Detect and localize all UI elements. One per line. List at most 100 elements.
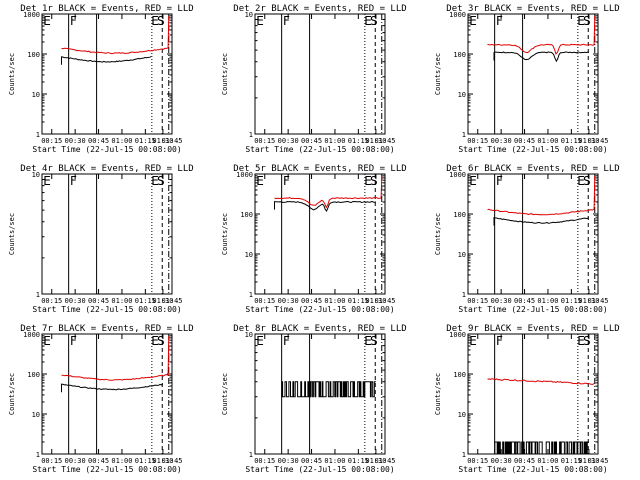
event-marker-f: F xyxy=(496,174,503,188)
x-tick-label: 00:30 xyxy=(278,297,299,305)
x-tick-label: 01:15 xyxy=(135,137,156,145)
y-tick-label: 1 xyxy=(36,451,40,459)
x-tick-label: 01:45 xyxy=(374,457,395,465)
event-marker-e: E xyxy=(151,14,159,28)
panel-title: Det 3r BLACK = Events, RED = LLD xyxy=(446,4,619,14)
panel-title: Det 4r BLACK = Events, RED = LLD xyxy=(20,164,193,174)
y-tick-label: 1000 xyxy=(23,11,40,19)
y-tick-label: 100 xyxy=(453,51,466,59)
x-tick-label: 00:45 xyxy=(88,297,109,305)
x-tick-label: 00:45 xyxy=(514,137,535,145)
event-marker-e: E xyxy=(43,14,51,28)
x-tick-label: 00:30 xyxy=(278,457,299,465)
detector-panel-4: Det 4r BLACK = Events, RED = LLD 1 10 00:15… xyxy=(8,164,194,314)
y-tick-label: 1000 xyxy=(449,11,466,19)
event-marker-f: F xyxy=(496,334,503,348)
x-tick-label: 01:30 xyxy=(152,137,173,145)
event-marker-f: F xyxy=(70,174,77,188)
event-marker-e: E xyxy=(577,334,585,348)
panel-title: Det 7r BLACK = Events, RED = LLD xyxy=(20,324,193,334)
event-marker-e: E xyxy=(364,334,372,348)
events-series-line xyxy=(493,51,590,63)
detector-panel-6: Det 6r BLACK = Events, RED = LLD 1 10 100 10… xyxy=(434,164,620,314)
y-tick-label: 10 xyxy=(458,91,466,99)
x-tick-label: 01:30 xyxy=(578,297,599,305)
panel-title: Det 6r BLACK = Events, RED = LLD xyxy=(446,164,619,174)
x-tick-label: 00:45 xyxy=(514,457,535,465)
x-tick-label: 00:45 xyxy=(514,297,535,305)
event-marker-f: F xyxy=(283,174,290,188)
lld-series-line xyxy=(61,15,170,55)
x-axis-label: Start Time (22-Jul-15 00:08:00) xyxy=(245,465,394,474)
event-marker-e: E xyxy=(469,14,477,28)
x-tick-label: 01:30 xyxy=(578,457,599,465)
y-tick-label: 1 xyxy=(249,291,253,299)
y-tick-label: 10 xyxy=(32,91,40,99)
event-marker-s: S xyxy=(370,334,378,348)
detector-panel-2: Det 2r BLACK = Events, RED = LLD 1 10 00:15… xyxy=(221,4,407,154)
event-marker-s: S xyxy=(370,14,378,28)
detector-panel-3: Det 3r BLACK = Events, RED = LLD 1 10 100 10… xyxy=(434,4,620,154)
detector-panel-8: Det 8r BLACK = Events, RED = LLD 1 10 00:15… xyxy=(221,324,407,474)
x-tick-label: 01:30 xyxy=(365,457,386,465)
x-tick-label: 01:00 xyxy=(537,457,558,465)
panel-title: Det 9r BLACK = Events, RED = LLD xyxy=(446,324,619,334)
x-tick-label: 01:30 xyxy=(365,297,386,305)
x-tick-label: 01:45 xyxy=(161,297,182,305)
event-marker-e: E xyxy=(577,14,585,28)
y-tick-label: 1 xyxy=(462,131,466,139)
y-tick-label: 1000 xyxy=(449,331,466,339)
x-tick-label: 01:00 xyxy=(111,297,132,305)
y-tick-label: 100 xyxy=(27,51,40,59)
x-tick-label: 00:15 xyxy=(254,137,275,145)
y-axis-label: Counts/sec xyxy=(8,213,16,255)
x-tick-label: 00:15 xyxy=(254,457,275,465)
y-tick-label: 1 xyxy=(249,451,253,459)
y-axis-label: Counts/sec xyxy=(221,213,229,255)
y-axis-label: Counts/sec xyxy=(434,373,442,415)
events-series-line xyxy=(61,56,152,65)
y-tick-label: 10 xyxy=(458,251,466,259)
x-tick-label: 01:45 xyxy=(161,457,182,465)
events-series-line xyxy=(493,216,590,226)
x-tick-label: 01:00 xyxy=(537,137,558,145)
y-tick-label: 100 xyxy=(27,371,40,379)
x-tick-label: 00:15 xyxy=(467,457,488,465)
y-tick-label: 10 xyxy=(458,411,466,419)
x-tick-label: 01:00 xyxy=(111,137,132,145)
x-tick-label: 01:15 xyxy=(561,297,582,305)
event-marker-e: E xyxy=(469,334,477,348)
panel-title: Det 8r BLACK = Events, RED = LLD xyxy=(233,324,406,334)
x-tick-label: 00:30 xyxy=(65,297,86,305)
event-marker-f: F xyxy=(70,14,77,28)
panel-title: Det 2r BLACK = Events, RED = LLD xyxy=(233,4,406,14)
y-tick-label: 10 xyxy=(245,251,253,259)
detector-panel-9: Det 9r BLACK = Events, RED = LLD 1 10 100 10… xyxy=(434,324,620,474)
event-marker-e: E xyxy=(469,174,477,188)
y-tick-label: 1 xyxy=(462,451,466,459)
lld-series-line xyxy=(487,175,596,216)
y-tick-label: 1000 xyxy=(23,331,40,339)
x-tick-label: 01:00 xyxy=(324,457,345,465)
x-tick-label: 01:00 xyxy=(111,457,132,465)
event-marker-e: E xyxy=(256,334,264,348)
y-tick-label: 10 xyxy=(32,411,40,419)
event-marker-e: E xyxy=(151,174,159,188)
x-tick-label: 00:15 xyxy=(41,297,62,305)
x-tick-label: 01:15 xyxy=(348,457,369,465)
panel-title: Det 1r BLACK = Events, RED = LLD xyxy=(20,4,193,14)
event-marker-s: S xyxy=(583,14,591,28)
event-marker-e: E xyxy=(256,174,264,188)
y-tick-label: 1000 xyxy=(236,171,253,179)
y-axis-label: Counts/sec xyxy=(8,53,16,95)
event-marker-e: E xyxy=(43,334,51,348)
x-tick-label: 01:15 xyxy=(561,137,582,145)
events-series-line xyxy=(281,381,376,398)
x-tick-label: 00:15 xyxy=(467,137,488,145)
x-tick-label: 01:15 xyxy=(561,457,582,465)
y-tick-label: 100 xyxy=(453,211,466,219)
event-marker-f: F xyxy=(496,14,503,28)
x-tick-label: 01:00 xyxy=(324,137,345,145)
x-tick-label: 01:00 xyxy=(537,297,558,305)
y-tick-label: 1 xyxy=(36,131,40,139)
